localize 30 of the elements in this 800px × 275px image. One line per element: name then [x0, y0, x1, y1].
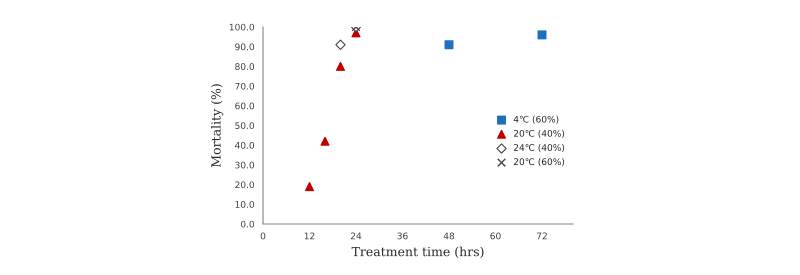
point: [305, 182, 314, 192]
x-tick-label: 24: [350, 232, 362, 240]
y-tick-label: 10.0: [236, 201, 254, 208]
x-tick-label: 0: [260, 232, 266, 240]
x-tick-label: 36: [397, 232, 408, 240]
y-tick-label: 20.0: [235, 181, 254, 188]
point: [335, 40, 346, 50]
y-tick-label: 90.0: [235, 43, 254, 50]
point: [444, 40, 454, 50]
legend-label: 20℃ (40%): [514, 130, 564, 138]
point: [336, 62, 345, 71]
point: [320, 136, 330, 146]
y-tick-label: 60.0: [235, 102, 254, 110]
y-tick-label: 70.0: [235, 82, 254, 90]
x-tick-label: 72: [536, 232, 547, 240]
y-tick-label: 50.0: [235, 122, 254, 130]
legend-label: 20℃ (60%): [514, 158, 564, 166]
x-axis-title: Treatment time (hrs): [352, 246, 484, 258]
x-tick-label: 60: [490, 232, 501, 240]
legend-label: 24℃ (40%): [514, 144, 564, 152]
y-tick-label: 100.0: [230, 24, 254, 31]
legend-label: 4℃ (60%): [514, 116, 558, 124]
x-tick-label: 12: [304, 232, 314, 240]
point: [538, 30, 546, 40]
y-tick-label: 30.0: [235, 162, 254, 168]
y-tick-label: 40.0: [235, 142, 254, 149]
y-tick-label: 0.0: [240, 220, 254, 228]
y-tick-label: 80.0: [235, 63, 254, 70]
x-tick-label: 48: [444, 232, 454, 240]
y-axis-title: Mortality (%): [210, 84, 224, 168]
